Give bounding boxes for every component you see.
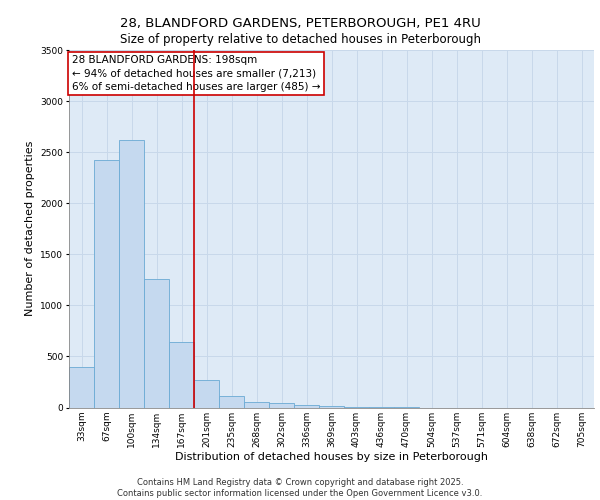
- Y-axis label: Number of detached properties: Number of detached properties: [25, 141, 35, 316]
- Bar: [194, 380, 219, 407]
- Bar: [219, 396, 244, 407]
- Bar: [269, 404, 294, 407]
- Bar: [119, 140, 144, 407]
- Bar: [94, 160, 119, 408]
- Bar: [69, 366, 94, 408]
- X-axis label: Distribution of detached houses by size in Peterborough: Distribution of detached houses by size …: [175, 452, 488, 462]
- Text: Contains HM Land Registry data © Crown copyright and database right 2025.
Contai: Contains HM Land Registry data © Crown c…: [118, 478, 482, 498]
- Text: Size of property relative to detached houses in Peterborough: Size of property relative to detached ho…: [119, 32, 481, 46]
- Text: 28 BLANDFORD GARDENS: 198sqm
← 94% of detached houses are smaller (7,213)
6% of : 28 BLANDFORD GARDENS: 198sqm ← 94% of de…: [71, 56, 320, 92]
- Bar: [244, 402, 269, 407]
- Bar: [169, 342, 194, 407]
- Bar: [344, 407, 369, 408]
- Text: 28, BLANDFORD GARDENS, PETERBOROUGH, PE1 4RU: 28, BLANDFORD GARDENS, PETERBOROUGH, PE1…: [119, 18, 481, 30]
- Bar: [144, 279, 169, 407]
- Bar: [319, 406, 344, 408]
- Bar: [294, 405, 319, 407]
